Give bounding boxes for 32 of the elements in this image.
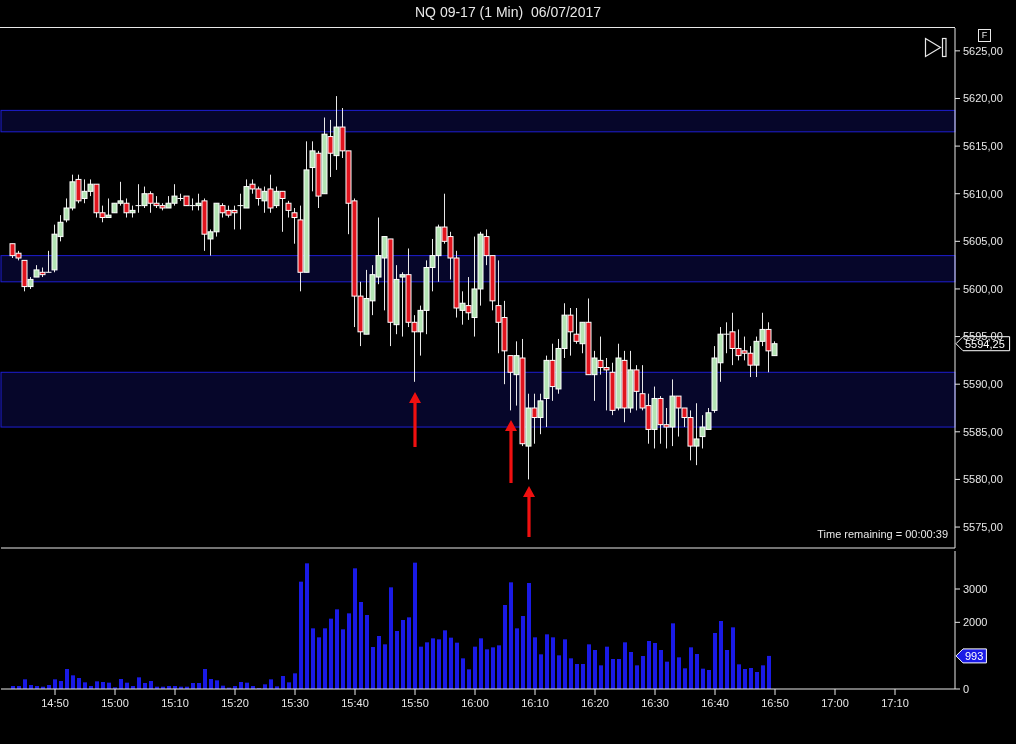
y-tick-label: 2000 (963, 616, 988, 629)
y-tick-label: 5575,00 (963, 520, 1003, 533)
toolbar-button: F (978, 29, 991, 42)
x-tick-label: 14:50 (41, 696, 69, 709)
y-tick-label: 5625,00 (963, 44, 1003, 57)
x-tick-label: 16:50 (761, 696, 789, 709)
x-tick-label: 15:00 (101, 696, 129, 709)
x-tick-label: 16:20 (581, 696, 609, 709)
y-tick-label: 5590,00 (963, 378, 1003, 391)
x-tick-label: 15:50 (401, 696, 429, 709)
y-tick-label: 5580,00 (963, 473, 1003, 486)
y-tick-label: 5585,00 (963, 425, 1003, 438)
annotation: Time remaining = 00:00:39 (817, 528, 948, 540)
chart-title: NQ 09-17 (1 Min) 06/07/2017 (414, 3, 602, 22)
y-tick-label: 5620,00 (963, 92, 1003, 105)
x-tick-label: 15:20 (221, 696, 249, 709)
y-tick-label: 5610,00 (963, 187, 1003, 200)
x-tick-label: 16:30 (641, 696, 669, 709)
x-tick-label: 15:10 (161, 696, 189, 709)
y-tick-label: 5600,00 (963, 282, 1003, 295)
x-tick-label: 15:40 (341, 696, 369, 709)
y-tick-label: 5605,00 (963, 235, 1003, 248)
y-tick-label: 3000 (963, 582, 988, 595)
label-tag: 993 (955, 648, 987, 664)
x-tick-label: 16:10 (521, 696, 549, 709)
x-tick-label: 17:10 (881, 696, 909, 709)
y-tick-label: 5615,00 (963, 140, 1003, 152)
x-tick-label: 17:00 (821, 696, 849, 709)
x-tick-label: 16:00 (461, 696, 489, 709)
y-tick-label: 0 (963, 682, 970, 695)
x-tick-label: 16:40 (701, 696, 729, 709)
x-tick-label: 15:30 (281, 696, 309, 709)
